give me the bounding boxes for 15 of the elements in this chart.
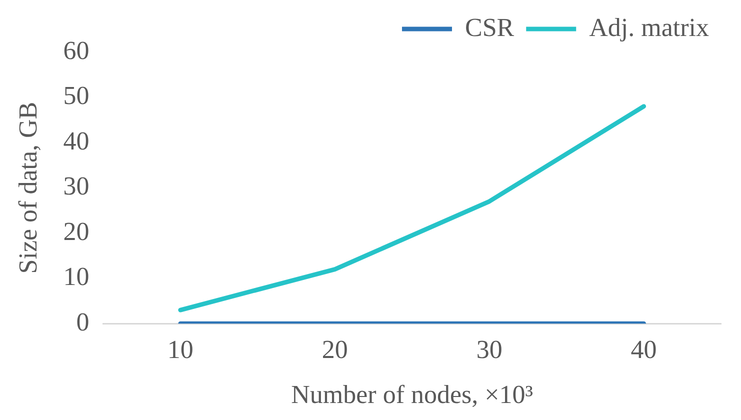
y-tick-label: 20	[63, 216, 90, 246]
y-tick-label: 10	[63, 262, 90, 292]
y-tick-label: 60	[63, 36, 90, 65]
y-tick-label: 40	[63, 126, 90, 156]
x-tick-label: 20	[322, 335, 348, 364]
legend-label: Adj. matrix	[589, 12, 710, 42]
y-tick-label: 0	[76, 307, 90, 336]
y-axis-title: Size of data, GB	[13, 102, 42, 274]
x-tick-label: 40	[630, 335, 657, 364]
x-tick-label: 10	[167, 335, 194, 364]
x-tick-label: 30	[476, 335, 502, 364]
legend-label: CSR	[464, 12, 515, 42]
x-axis-title: Number of nodes, ×10³	[291, 380, 534, 410]
y-tick-label: 50	[63, 81, 90, 110]
y-tick-label: 30	[63, 172, 90, 201]
